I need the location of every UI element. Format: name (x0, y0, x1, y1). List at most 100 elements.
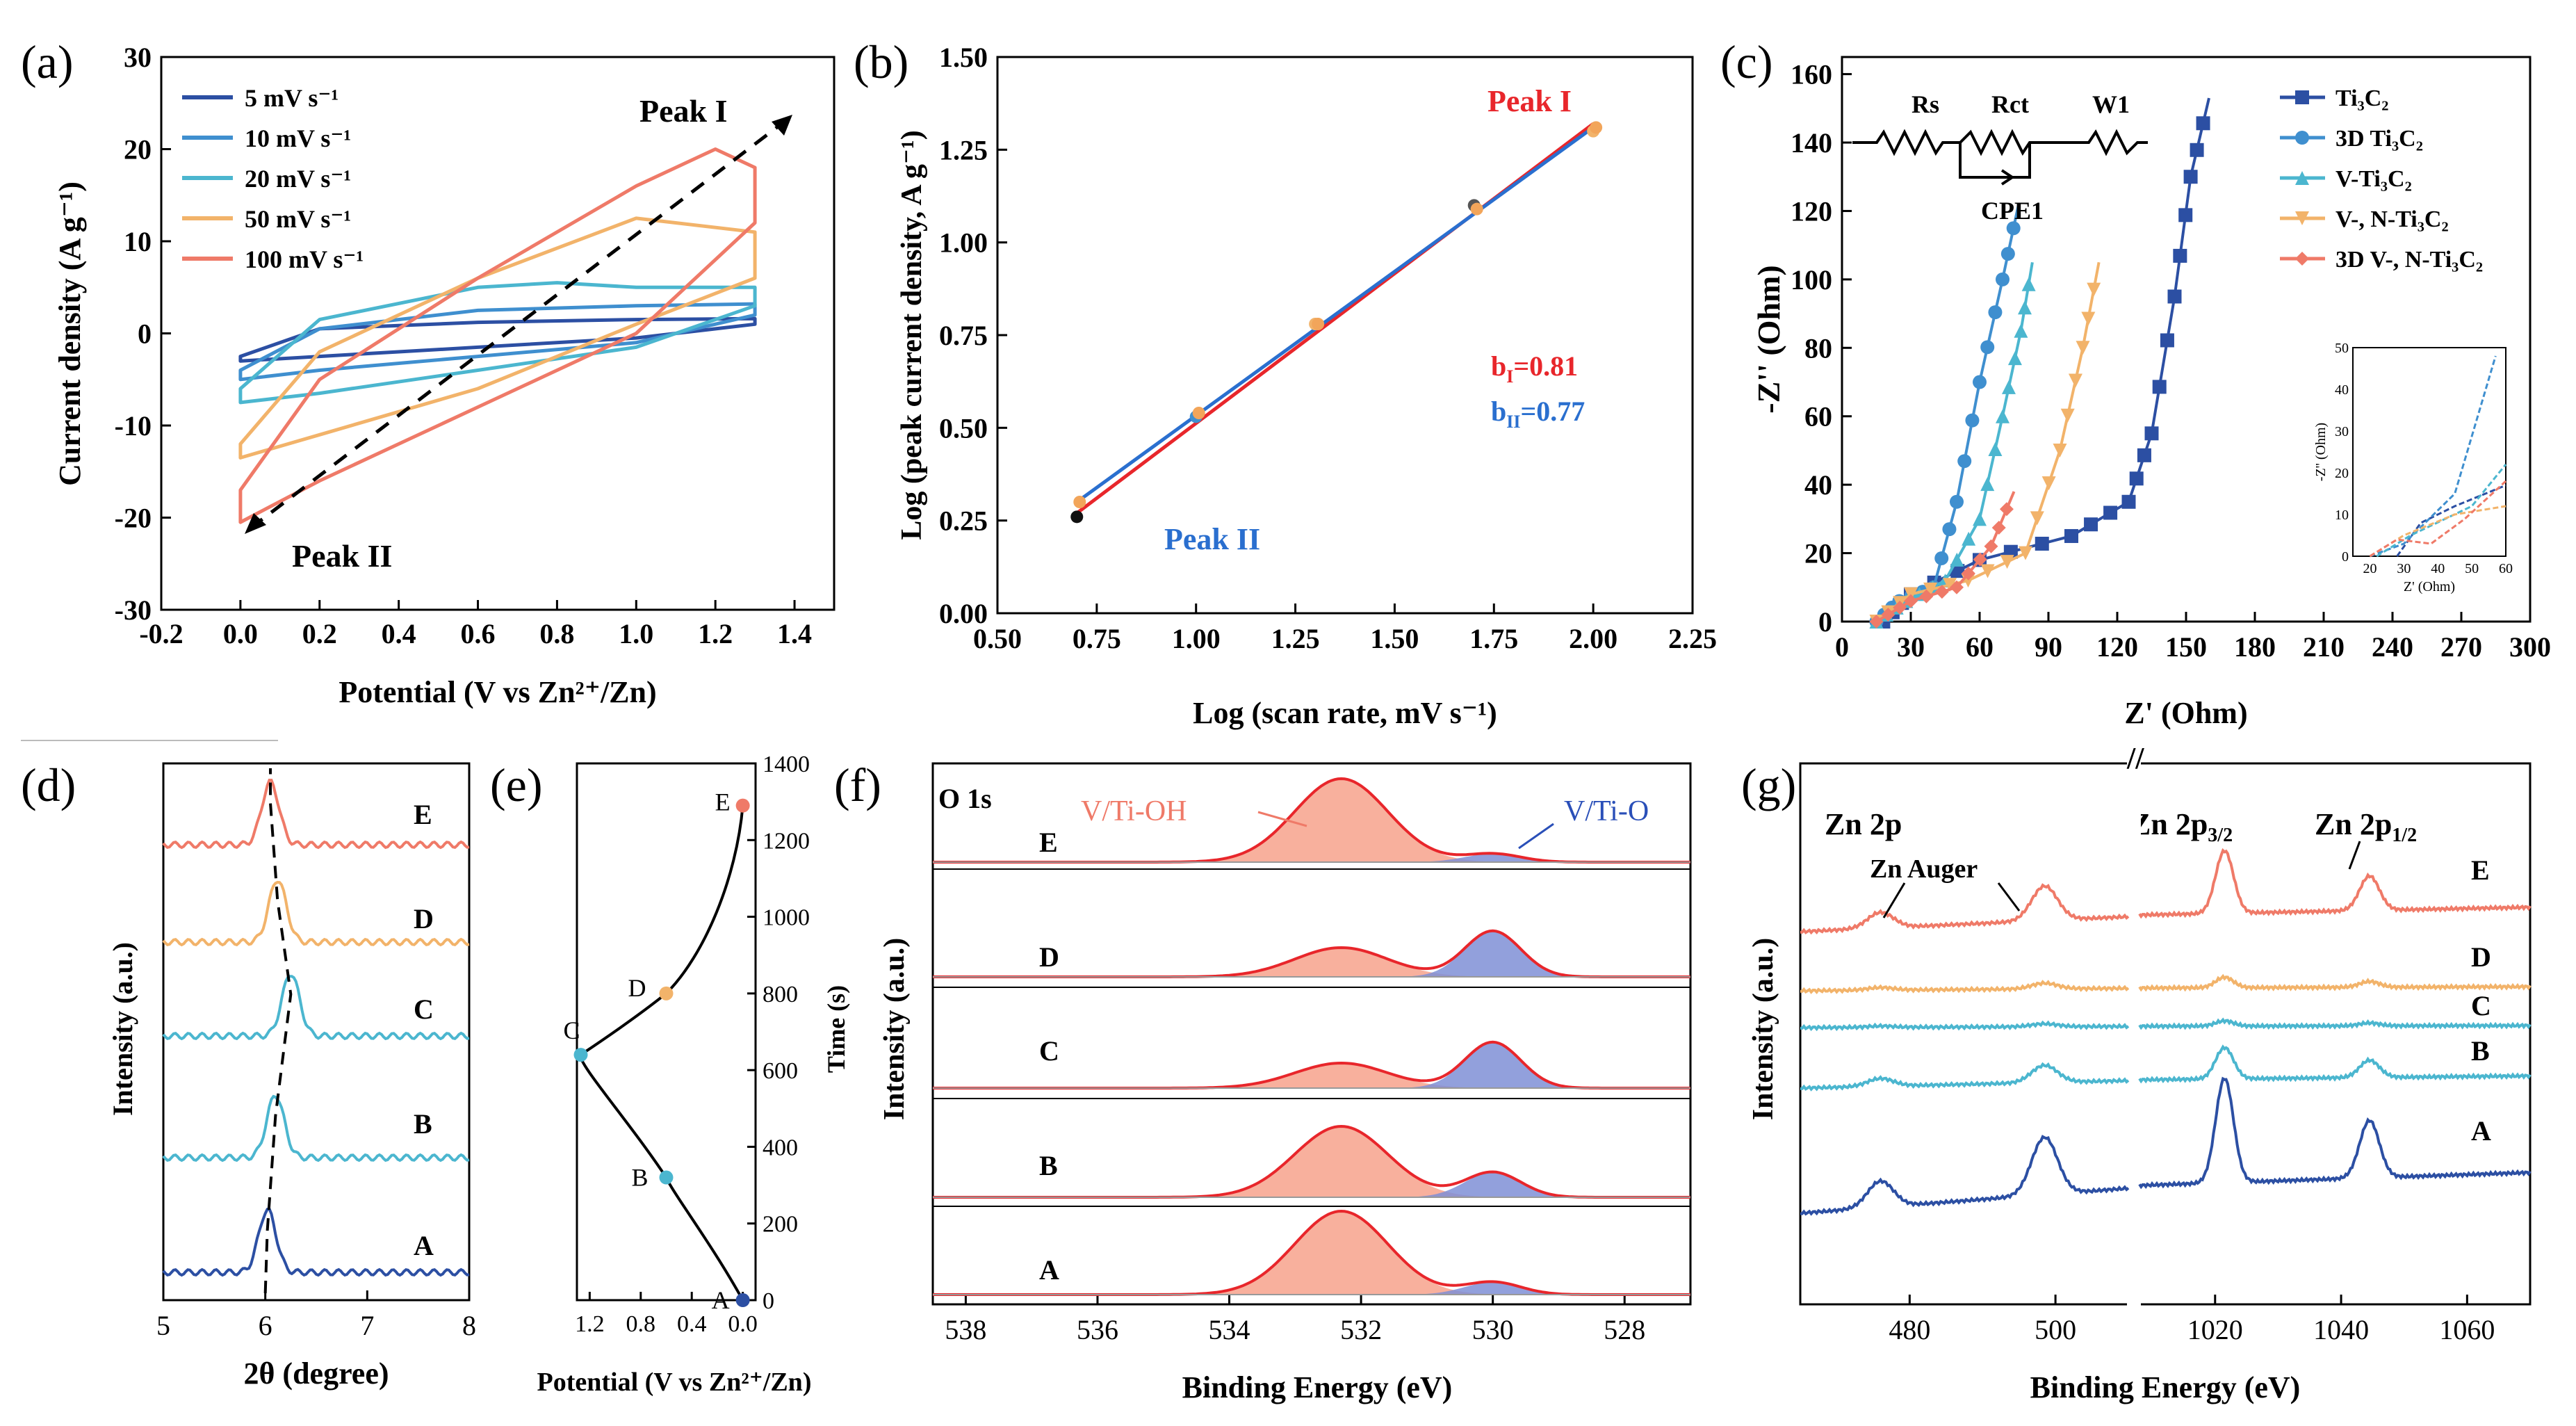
data-point (1073, 496, 1086, 508)
marker-square (2160, 333, 2174, 348)
g-xtick-label: 1040 (2313, 1314, 2369, 1345)
panel-d-xlabel: 2θ (degree) (243, 1356, 389, 1391)
marker-triangle (2295, 171, 2309, 185)
panel-a-ylabel: Current density (A g⁻¹) (53, 181, 87, 486)
b-ytick-label: 0.50 (939, 412, 988, 444)
d-xtick-label: 6 (259, 1310, 272, 1341)
ti-o-component (933, 1282, 1690, 1295)
e-ytick-label: 1000 (763, 905, 810, 931)
zn2p-label: A (2471, 1115, 2491, 1147)
marker-circle (2295, 131, 2309, 145)
g-xtick-label: 500 (2035, 1314, 2076, 1345)
c-xtick-label: 180 (2234, 631, 2276, 663)
marker-triangle (2014, 323, 2028, 338)
c-ytick-label: 40 (1804, 469, 1832, 501)
b-ytick-label: 1.00 (939, 227, 988, 259)
panel-f-title: O 1s (938, 783, 992, 814)
state-label: E (715, 788, 731, 816)
panel-g-xlabel: Binding Energy (eV) (2030, 1370, 2301, 1404)
marker-triangle-down (2068, 373, 2082, 388)
f-xtick-label: 532 (1340, 1314, 1382, 1345)
c-xtick-label: 270 (2440, 631, 2482, 663)
marker-triangle (1996, 409, 2010, 423)
zn2p-core-region (2138, 1017, 2532, 1030)
zn2p-label: D (2471, 941, 2491, 973)
panel-g-title: Zn 2p (1825, 807, 1902, 841)
a-ytick-label: 0 (138, 318, 152, 350)
zn2p-core-region (2138, 1076, 2532, 1190)
inset-xtick-label: 20 (2363, 561, 2377, 576)
d-xtick-label: 5 (156, 1310, 170, 1341)
marker-square (2144, 426, 2159, 441)
panel-e-frame (576, 762, 757, 1302)
inset-curve (2369, 480, 2507, 558)
legend-entry: 20 mV s⁻¹ (245, 165, 351, 193)
panel-b-peak1-label: Peak I (1487, 84, 1572, 118)
panel-b: (b) 0.50 0.75 1.00 1.25 1.50 1.75 2.00 2.25 0.00… (854, 35, 1717, 730)
panel-b-b1-text: bI=0.81 (1491, 350, 1578, 387)
e-ytick-label: 800 (763, 982, 798, 1007)
legend-entry: Ti₃C₂ (2335, 86, 2388, 111)
marker-diamond (1961, 566, 1975, 581)
panel-g-p32-label: Zn 2p3/2 (2130, 807, 2233, 846)
ti-oh-component (933, 1063, 1690, 1088)
marker-square (2137, 448, 2151, 462)
marker-circle (1950, 494, 1964, 509)
zn2p-auger-region (1800, 1020, 2130, 1032)
panel-a-arrowhead-down (245, 513, 266, 534)
a-ytick-label: -30 (115, 594, 152, 626)
xrd-pattern (162, 880, 470, 947)
panel-g: (g) Zn 2p Zn Auger Zn 2p3/2 Zn 2p1/2 480… (1741, 741, 2532, 1404)
marker-triangle (2001, 380, 2016, 394)
a-xtick-label: 0.8 (539, 618, 574, 649)
b-ytick-label: 0.25 (939, 505, 988, 537)
b-xtick-label: 0.75 (1073, 623, 1121, 654)
marker-triangle (1962, 531, 1976, 546)
marker-triangle-down (2053, 443, 2067, 457)
b-xtick-label: 1.50 (1370, 623, 1419, 654)
e-xtick-label: 0.8 (626, 1311, 656, 1337)
ti-oh-component (933, 779, 1690, 862)
panel-e-label: (e) (490, 759, 542, 811)
c-xtick-label: 30 (1897, 631, 1925, 663)
marker-circle (1934, 551, 1949, 565)
xrd-pattern (162, 1207, 470, 1277)
ti-o-component (933, 1172, 1690, 1197)
b-ytick-label: 1.50 (939, 42, 988, 73)
d-xtick-label: 8 (462, 1310, 476, 1341)
panel-a-curves (238, 147, 757, 524)
c-ytick-label: 120 (1791, 195, 1832, 227)
c-xtick-label: 120 (2096, 631, 2138, 663)
marker-diamond (1893, 600, 1907, 615)
legend-entry: 50 mV s⁻¹ (245, 205, 351, 233)
data-point (1192, 407, 1205, 419)
marker-triangle-down (2030, 511, 2044, 526)
cv-loop-50mv (238, 216, 757, 460)
p12-arrow (2348, 841, 2361, 870)
a-ytick-label: -20 (115, 503, 152, 534)
panel-e-ylabel: Time (s) (822, 985, 850, 1073)
ti-o-component (933, 854, 1690, 862)
zn2p-auger-region (1800, 980, 2130, 994)
marker-circle (2000, 247, 2015, 261)
panel-g-auger-label: Zn Auger (1870, 854, 1978, 884)
inset-ytick-label: 20 (2335, 466, 2349, 481)
c-xtick-label: 300 (2509, 631, 2551, 663)
e-xtick-label: 0.4 (677, 1311, 707, 1337)
ti-oh-component (933, 948, 1690, 977)
marker-triangle-down (2019, 546, 2032, 560)
xrd-label: E (414, 799, 432, 830)
xps-label: E (1039, 827, 1058, 858)
a-xtick-label: 0.0 (223, 618, 258, 649)
circuit-rs-label: Rs (1911, 90, 1939, 118)
f-xtick-label: 538 (945, 1314, 986, 1345)
e-ytick-label: 200 (763, 1212, 798, 1238)
inset-xlabel: Z' (Ohm) (2404, 579, 2455, 594)
xrd-label: B (414, 1108, 432, 1140)
c-ytick-label: 100 (1791, 264, 1832, 295)
marker-triangle-down (2081, 311, 2096, 326)
inset-ytick-label: 50 (2335, 341, 2349, 356)
zn2p-auger-region (1800, 1135, 2130, 1216)
c-ytick-label: 160 (1791, 59, 1832, 90)
panel-f: (f) O 1s 538 536 534 532 530 528 A B C D E V/Ti-OH… (834, 759, 1692, 1404)
